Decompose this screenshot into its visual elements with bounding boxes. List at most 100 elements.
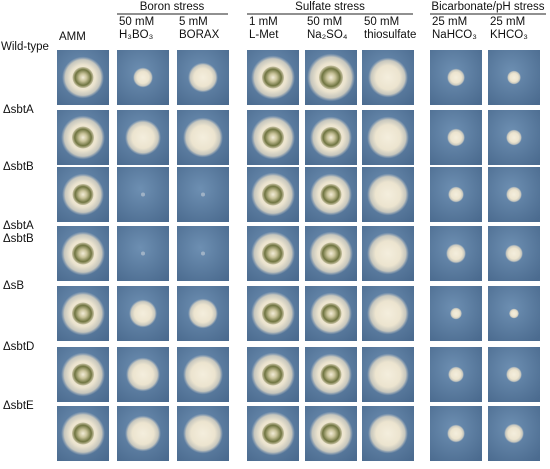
colony-core <box>320 184 342 205</box>
colony <box>129 299 157 328</box>
colony-trace <box>201 192 205 197</box>
colony-core <box>262 302 284 325</box>
colony-core <box>320 303 342 324</box>
row-label: ΔsbtA <box>3 220 34 232</box>
plate-photo <box>430 50 482 105</box>
colony-core <box>72 302 94 325</box>
colony <box>509 308 519 319</box>
colony-trace <box>141 192 145 197</box>
plate-photo <box>305 167 357 222</box>
colony-core <box>262 66 284 89</box>
plate-photo <box>488 406 540 461</box>
column-header: H₃BO₃ <box>119 29 154 41</box>
plate-photo <box>430 167 482 222</box>
colony <box>368 413 408 454</box>
colony <box>367 292 409 335</box>
colony <box>447 128 465 147</box>
colony-core <box>262 363 284 386</box>
column-header: thiosulfate <box>364 29 416 41</box>
column-header: BORAX <box>179 29 220 41</box>
row-label: ΔsB <box>3 280 24 292</box>
plate-photo <box>247 347 299 402</box>
plate-photo <box>117 347 169 402</box>
plate-photo <box>362 286 414 341</box>
colony-trace <box>201 251 205 256</box>
plate-photo <box>117 406 169 461</box>
plate-photo <box>488 167 540 222</box>
colony <box>133 67 153 88</box>
colony-core <box>320 422 342 445</box>
column-header: KHCO₃ <box>490 29 528 41</box>
plate-photo <box>430 110 482 165</box>
colony-core <box>262 183 284 206</box>
plate-photo <box>305 286 357 341</box>
column-header: 50 mM <box>119 16 154 28</box>
row-label: Wild-type <box>1 41 49 53</box>
plate-photo <box>247 50 299 105</box>
plate-photo <box>57 50 109 105</box>
plate-photo <box>305 50 357 105</box>
column-header: Na₂SO₄ <box>307 29 348 41</box>
colony-core <box>72 184 94 205</box>
plate-photo <box>57 226 109 281</box>
column-header: AMM <box>59 31 86 43</box>
plate-photo <box>247 406 299 461</box>
plate-photo <box>488 110 540 165</box>
colony-core <box>262 126 284 149</box>
colony <box>447 68 465 87</box>
plate-photo <box>305 110 357 165</box>
plate-photo <box>362 226 414 281</box>
colony <box>446 243 466 264</box>
plate-photo <box>430 406 482 461</box>
plate-photo <box>362 347 414 402</box>
plate-photo <box>177 167 229 222</box>
colony <box>367 173 409 216</box>
group-header: Boron stress <box>140 1 205 13</box>
colony <box>125 415 161 452</box>
column-header: 25 mM <box>432 16 467 28</box>
colony <box>183 354 223 395</box>
plate-photo <box>430 347 482 402</box>
colony <box>367 116 409 159</box>
plate-photo <box>362 110 414 165</box>
colony-core <box>320 127 342 148</box>
colony-core <box>72 242 94 265</box>
plate-photo <box>488 226 540 281</box>
plate-photo <box>177 347 229 402</box>
plate-photo <box>362 167 414 222</box>
colony <box>506 186 522 203</box>
colony <box>367 353 409 396</box>
plate-photo <box>117 110 169 165</box>
plate-photo <box>57 286 109 341</box>
plate-photo <box>57 167 109 222</box>
row-label: ΔsbtB <box>3 161 34 173</box>
group-header: Sulfate stress <box>295 1 365 13</box>
column-header: 5 mM <box>179 16 208 28</box>
plate-photo <box>362 406 414 461</box>
colony <box>450 307 462 320</box>
colony <box>368 57 408 98</box>
colony <box>125 119 161 156</box>
plate-photo <box>177 50 229 105</box>
plate-photo <box>247 110 299 165</box>
colony-core <box>320 364 342 385</box>
plate-photo <box>305 406 357 461</box>
plate-photo <box>362 50 414 105</box>
row-label: ΔsbtD <box>3 341 34 353</box>
plate-photo <box>177 110 229 165</box>
colony <box>504 423 524 444</box>
plate-photo <box>117 167 169 222</box>
colony-core <box>262 242 284 265</box>
plate-photo <box>247 286 299 341</box>
column-header: L-Met <box>249 29 279 41</box>
plate-photo <box>430 226 482 281</box>
colony-core <box>319 65 343 90</box>
colony-core <box>72 422 94 445</box>
plate-photo <box>57 347 109 402</box>
plate-photo <box>488 286 540 341</box>
plate-photo <box>305 226 357 281</box>
plate-photo <box>117 226 169 281</box>
colony <box>126 357 160 392</box>
colony <box>367 232 409 275</box>
plate-photo <box>177 286 229 341</box>
